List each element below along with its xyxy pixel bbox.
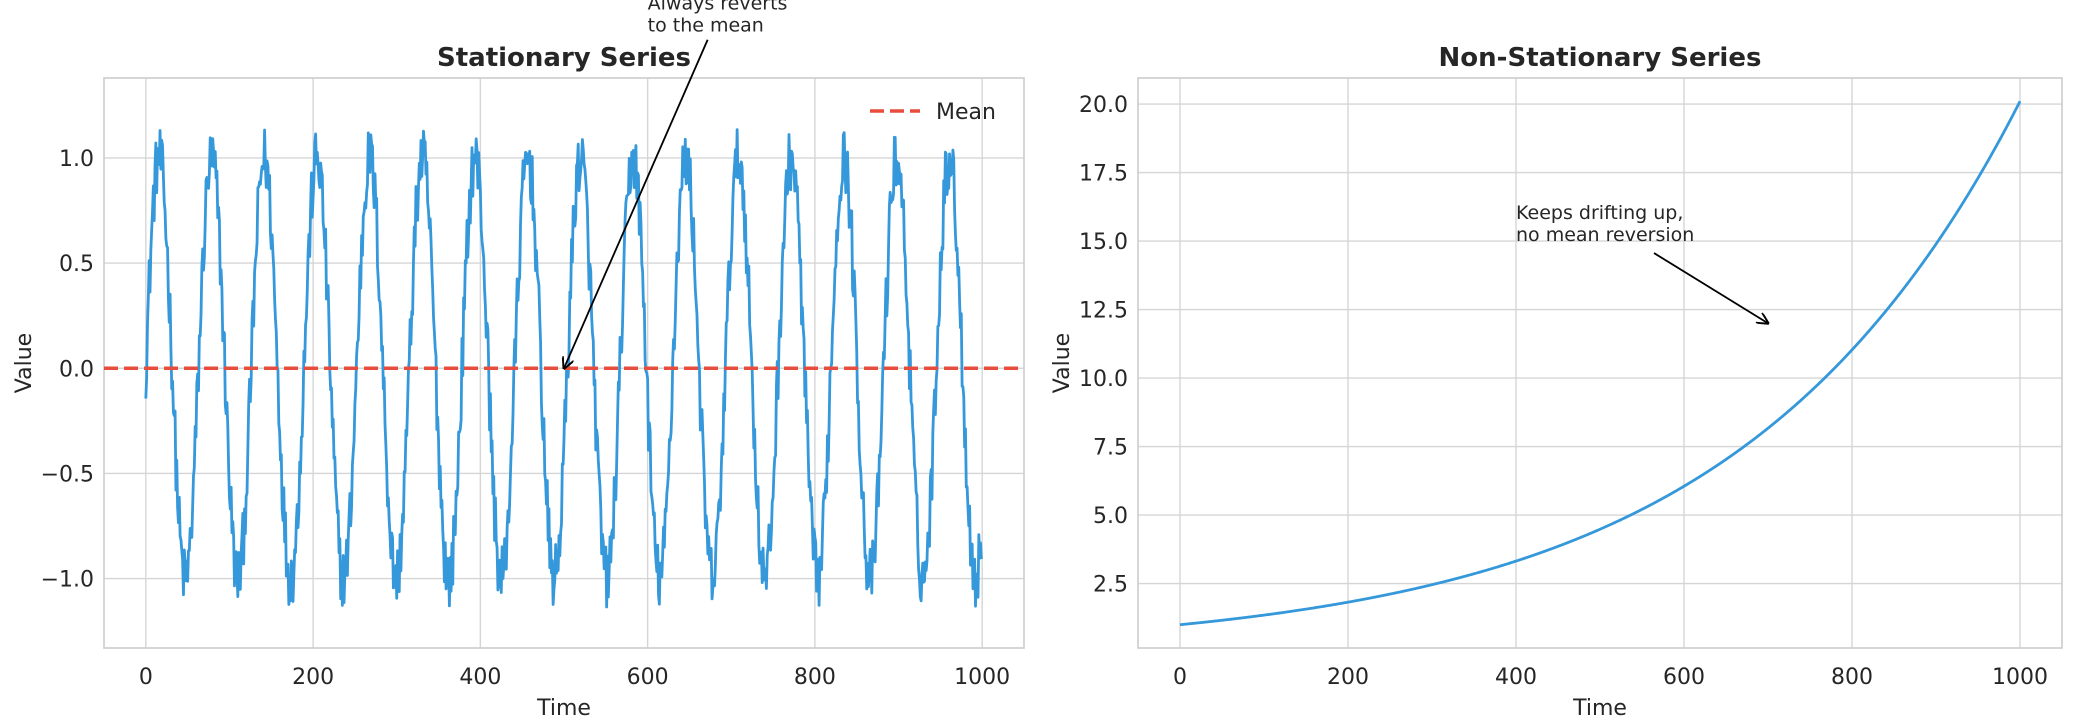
- x-tick-label: 200: [292, 665, 334, 690]
- x-tick-label: 1000: [954, 665, 1010, 690]
- non-stationary-chart-panel: 0 200 400 600 800 1000 2.5 5.0 7.5 10.0 12.5 15.0 17…: [1050, 43, 2063, 721]
- annotation-arrow: [564, 39, 709, 369]
- y-tick-label: 12.5: [1079, 299, 1128, 324]
- chart-title: Stationary Series: [437, 43, 691, 73]
- stationary-chart-panel: 0 200 400 600 800 1000 −1.0 −0.5 0.0 0.5 1.0 Time Va…: [12, 0, 1025, 721]
- x-tick-label: 800: [1831, 665, 1873, 690]
- y-tick-label: 7.5: [1093, 436, 1128, 461]
- y-axis-label: Value: [12, 333, 37, 393]
- y-tick-label: 17.5: [1079, 162, 1128, 187]
- y-tick-label: 0.0: [59, 357, 94, 382]
- annotation-text: to the mean: [648, 15, 764, 37]
- x-tick-label: 400: [1495, 665, 1537, 690]
- y-tick-label: 0.5: [59, 252, 94, 277]
- y-tick-label: 2.5: [1093, 573, 1128, 598]
- x-tick-label: 0: [139, 665, 153, 690]
- y-tick-label: −1.0: [41, 568, 94, 593]
- y-tick-label: 5.0: [1093, 504, 1128, 529]
- gridlines: [1138, 78, 2062, 648]
- x-tick-label: 800: [794, 665, 836, 690]
- plot-area: [1138, 78, 2062, 648]
- annotation-arrow: [1653, 252, 1768, 323]
- legend: Mean: [870, 100, 996, 125]
- annotation-text: Always reverts: [648, 0, 788, 15]
- plot-frame: [103, 77, 1025, 649]
- y-tick-label: 20.0: [1079, 93, 1128, 118]
- x-tick-label: 600: [627, 665, 669, 690]
- x-axis-label: Time: [1572, 696, 1627, 721]
- legend-mean-label: Mean: [936, 100, 996, 125]
- annotation-text: Keeps drifting up,: [1516, 202, 1683, 224]
- plot-frame: [1137, 77, 2063, 649]
- x-axis-label: Time: [536, 696, 591, 721]
- annotation-text: no mean reversion: [1516, 224, 1694, 246]
- x-tick-label: 200: [1327, 665, 1369, 690]
- y-tick-label: −0.5: [41, 462, 94, 487]
- y-axis-label: Value: [1050, 333, 1075, 393]
- chart-title: Non-Stationary Series: [1439, 43, 1762, 73]
- x-tick-label: 600: [1663, 665, 1705, 690]
- y-tick-label: 10.0: [1079, 367, 1128, 392]
- x-tick-label: 400: [459, 665, 501, 690]
- y-tick-label: 1.0: [59, 147, 94, 172]
- y-tick-label: 15.0: [1079, 230, 1128, 255]
- x-tick-label: 0: [1173, 665, 1187, 690]
- stationary-series-line: [144, 128, 983, 609]
- non-stationary-series-line: [1179, 100, 2022, 627]
- x-tick-label: 1000: [1992, 665, 2048, 690]
